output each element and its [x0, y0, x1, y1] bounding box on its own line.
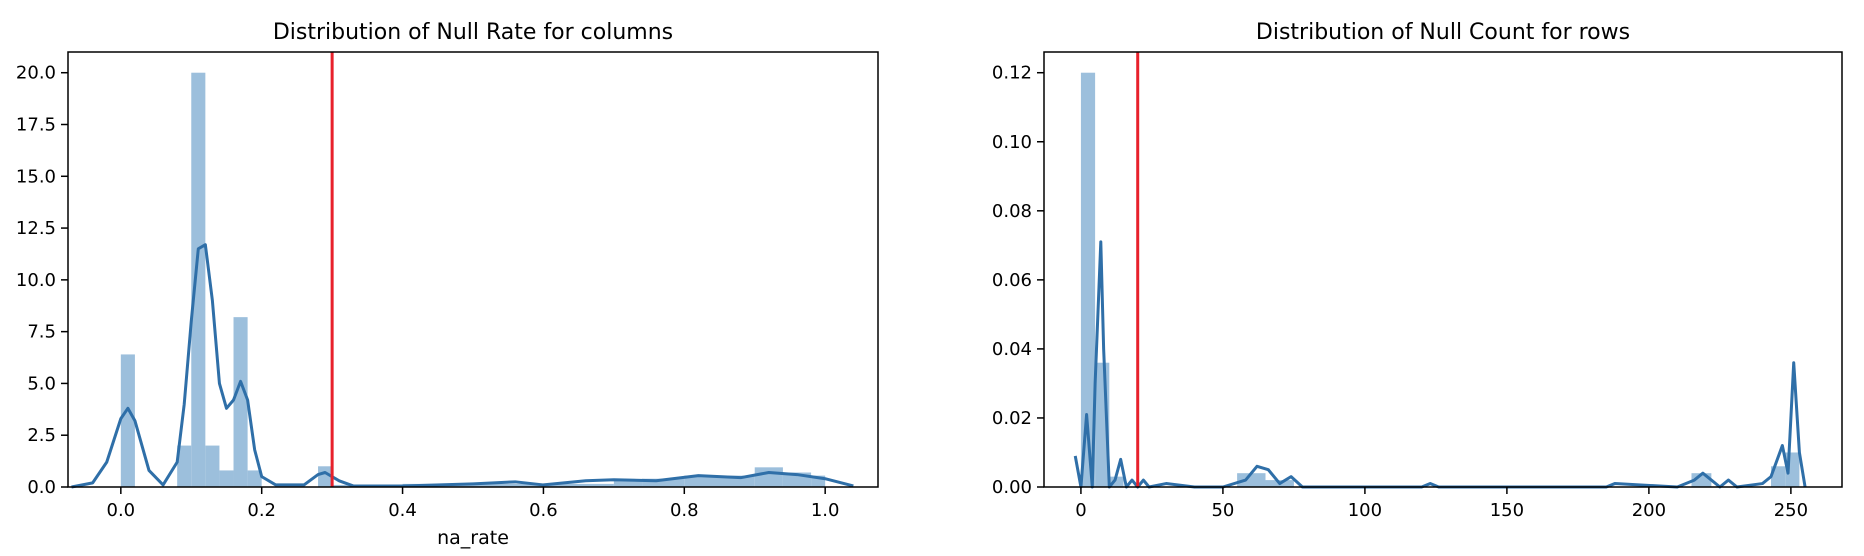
- x-tick-label: 0.2: [247, 500, 276, 521]
- y-tick-label: 0.08: [992, 201, 1032, 222]
- y-tick-label: 15.0: [16, 166, 56, 187]
- x-tick-label: 0: [1075, 500, 1086, 521]
- y-tick-label: 0.00: [992, 477, 1032, 498]
- histogram-bar: [1237, 473, 1266, 487]
- x-tick-label: 100: [1348, 500, 1382, 521]
- histogram-bar: [1109, 476, 1124, 487]
- y-tick-label: 0.0: [27, 477, 56, 498]
- y-tick-label: 10.0: [16, 270, 56, 291]
- histogram-bar: [177, 445, 192, 487]
- y-tick-label: 20.0: [16, 63, 56, 84]
- x-tick-label: 250: [1774, 500, 1808, 521]
- histogram-bar: [613, 479, 643, 487]
- x-tick-label: 50: [1211, 500, 1234, 521]
- y-tick-label: 17.5: [16, 115, 56, 136]
- histogram-bar: [402, 483, 614, 487]
- histogram-bar: [754, 467, 783, 487]
- y-tick-label: 0.10: [992, 132, 1032, 153]
- x-tick-label: 1.0: [811, 500, 840, 521]
- y-tick-label: 0.06: [992, 270, 1032, 291]
- x-tick-label: 150: [1490, 500, 1524, 521]
- y-tick-label: 2.5: [27, 425, 56, 446]
- y-tick-label: 12.5: [16, 218, 56, 239]
- chart-title: Distribution of Null Count for rows: [1256, 20, 1630, 45]
- histogram-bar: [318, 466, 333, 487]
- kde-line: [1073, 240, 1807, 489]
- histogram-bar: [811, 475, 826, 487]
- histogram-bar: [247, 470, 262, 487]
- chart-1: 0.0 0.2 0.4 0.6 0.8 1.0 0.0 2.5 5.0 7.5 10.0 12.5 15…: [16, 20, 879, 549]
- histogram-bar: [684, 475, 755, 487]
- histogram-bar: [233, 317, 248, 487]
- y-tick-label: 5.0: [27, 373, 56, 394]
- x-axis-label: na_rate: [437, 527, 509, 549]
- y-tick-label: 7.5: [27, 322, 56, 343]
- y-tick-label: 0.04: [992, 339, 1032, 360]
- histogram-bar: [1080, 72, 1096, 487]
- x-tick-label: 0.4: [388, 500, 417, 521]
- histogram-bar: [191, 72, 206, 487]
- y-tick-label: 0.12: [992, 63, 1032, 84]
- chart-title: Distribution of Null Rate for columns: [273, 20, 673, 45]
- kde-line: [71, 243, 854, 489]
- histogram-bar: [642, 478, 685, 487]
- axes-frame: [67, 51, 879, 488]
- x-tick-label: 0.0: [107, 500, 136, 521]
- histogram-bar: [205, 445, 220, 487]
- histogram-bar: [1771, 466, 1786, 487]
- x-tick-label: 0.6: [529, 500, 558, 521]
- histogram-bar: [120, 354, 135, 487]
- histogram-bar: [219, 470, 234, 487]
- y-tick-label: 0.02: [992, 408, 1032, 429]
- x-tick-label: 200: [1632, 500, 1666, 521]
- axes-frame: [1043, 51, 1843, 488]
- x-tick-label: 0.8: [670, 500, 699, 521]
- chart-2: 0 50 100 150 200 250 0.00 0.02 0.04 0.06 0.08 0.10 0…: [992, 20, 1843, 521]
